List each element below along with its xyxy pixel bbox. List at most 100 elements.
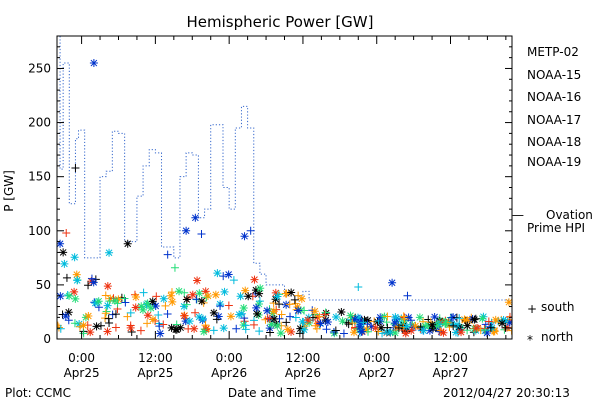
- north-marker: [505, 318, 512, 327]
- north-marker: [478, 314, 487, 323]
- ovation-legend-label-2: Prime HPI: [527, 221, 585, 235]
- north-marker: [346, 311, 355, 320]
- legend-entry-noaa-17: NOAA-17: [527, 113, 581, 127]
- north-marker: [415, 313, 424, 322]
- chart-title: Hemispheric Power [GW]: [187, 13, 374, 31]
- north-marker: [432, 321, 441, 330]
- legend-entry-noaa-18: NOAA-18: [527, 135, 581, 149]
- south-marker: [354, 283, 363, 292]
- north-marker: [253, 309, 262, 318]
- north-marker: [103, 282, 112, 291]
- legend-entry-noaa-15: NOAA-15: [527, 68, 581, 82]
- north-marker: [239, 303, 248, 312]
- south-marker: [96, 321, 105, 330]
- north-marker: [65, 291, 74, 300]
- south-marker: [291, 313, 300, 322]
- south-marker: [101, 291, 110, 300]
- north-marker: [269, 307, 278, 316]
- south-marker: [501, 323, 510, 332]
- north-marker: [156, 329, 165, 338]
- north-marker: [270, 315, 279, 324]
- north-marker: [236, 292, 245, 301]
- north-marker: [452, 320, 461, 329]
- south-marker: [285, 300, 294, 309]
- north-marker: [376, 313, 385, 322]
- ovation-hpi-line: [57, 35, 512, 301]
- north-marker: [303, 316, 312, 325]
- north-marker: [255, 289, 264, 298]
- north-marker: [190, 324, 199, 333]
- north-marker: [267, 320, 276, 329]
- north-marker: [131, 303, 140, 312]
- north-marker: [70, 287, 79, 296]
- north-marker: [105, 248, 114, 257]
- y-tick-label: 100: [28, 224, 51, 238]
- south-marker: [212, 315, 221, 324]
- north-marker: [399, 321, 408, 330]
- x-tick-time-label: 12:00: [433, 351, 468, 365]
- x-tick-time-label: 12:00: [138, 351, 173, 365]
- north-marker: [94, 297, 103, 306]
- south-marker: [449, 321, 458, 330]
- south-marker: [241, 325, 250, 334]
- north-marker: [81, 313, 90, 322]
- south-marker: [329, 328, 338, 337]
- north-marker: [438, 318, 447, 327]
- south-marker: [331, 326, 340, 335]
- north-marker: [460, 316, 469, 325]
- north-marker: [265, 324, 274, 333]
- x-tick-time-label: 0:00: [363, 351, 390, 365]
- south-marker: [104, 314, 113, 323]
- north-marker: [180, 311, 189, 320]
- north-marker: [185, 317, 194, 326]
- north-marker: [457, 328, 466, 337]
- south-marker: [170, 263, 179, 272]
- north-marker: [271, 295, 280, 304]
- south-marker: [111, 310, 120, 319]
- legend-entry-noaa-16: NOAA-16: [527, 90, 581, 104]
- north-marker: [252, 303, 261, 312]
- north-marker: [195, 289, 204, 298]
- south-marker: [299, 317, 308, 326]
- north-marker: [393, 323, 402, 332]
- south-marker: [471, 314, 480, 323]
- south-marker: [163, 309, 172, 318]
- north-marker: [254, 300, 263, 309]
- north-marker: [332, 313, 341, 322]
- north-marker: [504, 298, 512, 307]
- north-marker: [114, 295, 123, 304]
- north-marker: [271, 288, 280, 297]
- scatter-group: [57, 59, 512, 338]
- north-marker: [455, 324, 464, 333]
- north-marker: [250, 275, 259, 284]
- north-marker: [287, 288, 296, 297]
- ovation-legend-label: Ovation: [546, 208, 593, 222]
- north-marker: [409, 323, 418, 332]
- north-marker: [482, 328, 491, 337]
- north-marker: [209, 308, 218, 317]
- north-marker: [463, 321, 472, 330]
- south-marker: [403, 291, 412, 300]
- north-marker: [419, 326, 428, 335]
- north-marker: [60, 259, 69, 268]
- south-marker: [161, 301, 170, 310]
- north-marker: [428, 324, 437, 333]
- south-marker: [275, 300, 284, 309]
- north-marker: [491, 315, 500, 324]
- north-marker: [191, 213, 200, 222]
- north-marker: [131, 293, 140, 302]
- south-marker: [282, 318, 291, 327]
- south-marker: [163, 250, 172, 259]
- north-marker: [240, 232, 249, 241]
- north-marker: [470, 315, 479, 324]
- north-marker: [89, 59, 98, 68]
- north-marker: [470, 324, 479, 333]
- x-tick-date-label: Apr26: [211, 366, 247, 380]
- y-tick-label: 50: [36, 278, 51, 292]
- north-marker: [377, 323, 386, 332]
- north-marker: [353, 313, 362, 322]
- north-marker: [310, 307, 319, 316]
- south-marker: [480, 324, 489, 333]
- north-marker: [322, 309, 331, 318]
- south-marker: [383, 312, 392, 321]
